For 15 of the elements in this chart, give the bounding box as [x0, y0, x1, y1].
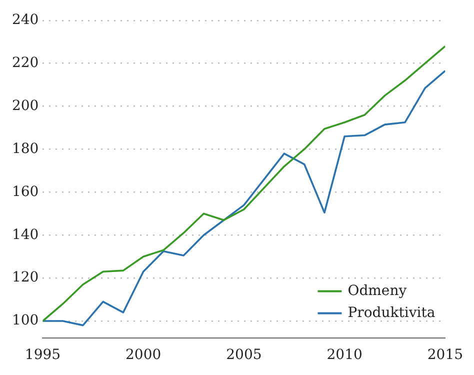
x-tick-label: 1995 — [24, 347, 61, 364]
y-tick-label: 180 — [12, 140, 39, 157]
y-tick-label: 100 — [12, 312, 39, 329]
x-tick-label: 2015 — [427, 347, 464, 364]
y-tick-label: 240 — [12, 12, 39, 28]
y-tick-label: 200 — [12, 98, 39, 114]
x-tick-label: 2010 — [326, 347, 362, 364]
x-tick-label: 2000 — [126, 347, 162, 364]
y-tick-label: 140 — [12, 226, 39, 243]
y-tick-label: 220 — [12, 54, 39, 71]
x-tick-label: 2005 — [226, 347, 262, 364]
legend-label: Odmeny — [348, 282, 407, 299]
y-tick-label: 160 — [12, 184, 39, 200]
legend-label: Produktivita — [348, 304, 436, 321]
y-tick-label: 120 — [12, 270, 39, 286]
